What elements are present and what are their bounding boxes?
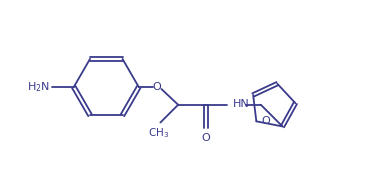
- Text: O: O: [201, 133, 210, 143]
- Text: O: O: [261, 116, 270, 126]
- Text: O: O: [152, 82, 161, 92]
- Text: H$_2$N: H$_2$N: [27, 80, 50, 94]
- Text: HN: HN: [233, 99, 250, 109]
- Text: CH$_3$: CH$_3$: [148, 126, 169, 140]
